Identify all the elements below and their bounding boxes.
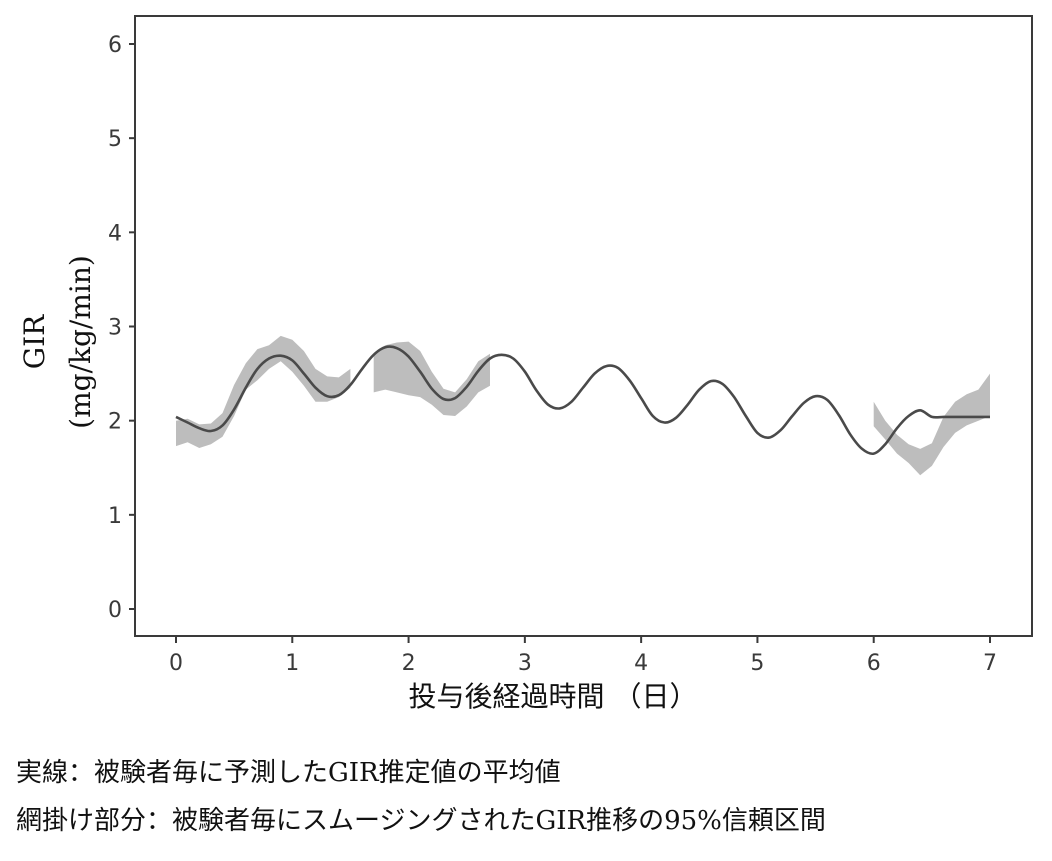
x-tick-label: 2	[402, 651, 416, 676]
caption-solid-line: 実線：被験者毎に予測したGIR推定値の平均値	[16, 758, 561, 788]
plot-frame	[134, 15, 1033, 637]
y-tick-label: 1	[108, 504, 122, 529]
x-tick-label: 1	[285, 651, 299, 676]
mean-line-layer	[175, 345, 990, 456]
y-tick-label: 0	[108, 598, 122, 623]
confidence-band-3	[873, 373, 990, 476]
x-tick-label: 7	[983, 651, 997, 676]
y-axis-label-line2: (mg/kg/min)	[64, 255, 97, 429]
x-axis: 0 1 2 3 4 5 6 7	[169, 636, 997, 676]
confidence-band-2	[373, 341, 490, 416]
x-tick-label: 0	[169, 651, 183, 676]
x-axis-label: 投与後経過時間 （日）	[409, 680, 698, 713]
y-tick-label: 5	[108, 127, 122, 152]
x-tick-label: 4	[634, 651, 648, 676]
y-tick-label: 4	[108, 221, 122, 246]
gir-chart: 0 1 2 3 4 5 6 0 1 2 3 4 5 6 7 投与後経過時間 （日） GIR (mg/kg/…	[18, 15, 1033, 713]
y-axis-label: GIR (mg/kg/min)	[18, 255, 97, 429]
y-axis-label-line1: GIR	[18, 314, 51, 369]
y-tick-label: 2	[108, 410, 122, 435]
mean-gir-line	[175, 345, 990, 456]
x-tick-label: 3	[518, 651, 532, 676]
confidence-bands	[176, 335, 990, 476]
y-tick-label: 6	[108, 33, 122, 58]
y-tick-label: 3	[108, 316, 122, 341]
caption-shaded-area: 網掛け部分：被験者毎にスムージングされたGIR推移の95%信頼区間	[16, 806, 826, 836]
x-tick-label: 6	[867, 651, 881, 676]
confidence-band-1	[176, 335, 351, 448]
x-tick-label: 5	[750, 651, 764, 676]
y-axis: 0 1 2 3 4 5 6	[108, 33, 135, 623]
